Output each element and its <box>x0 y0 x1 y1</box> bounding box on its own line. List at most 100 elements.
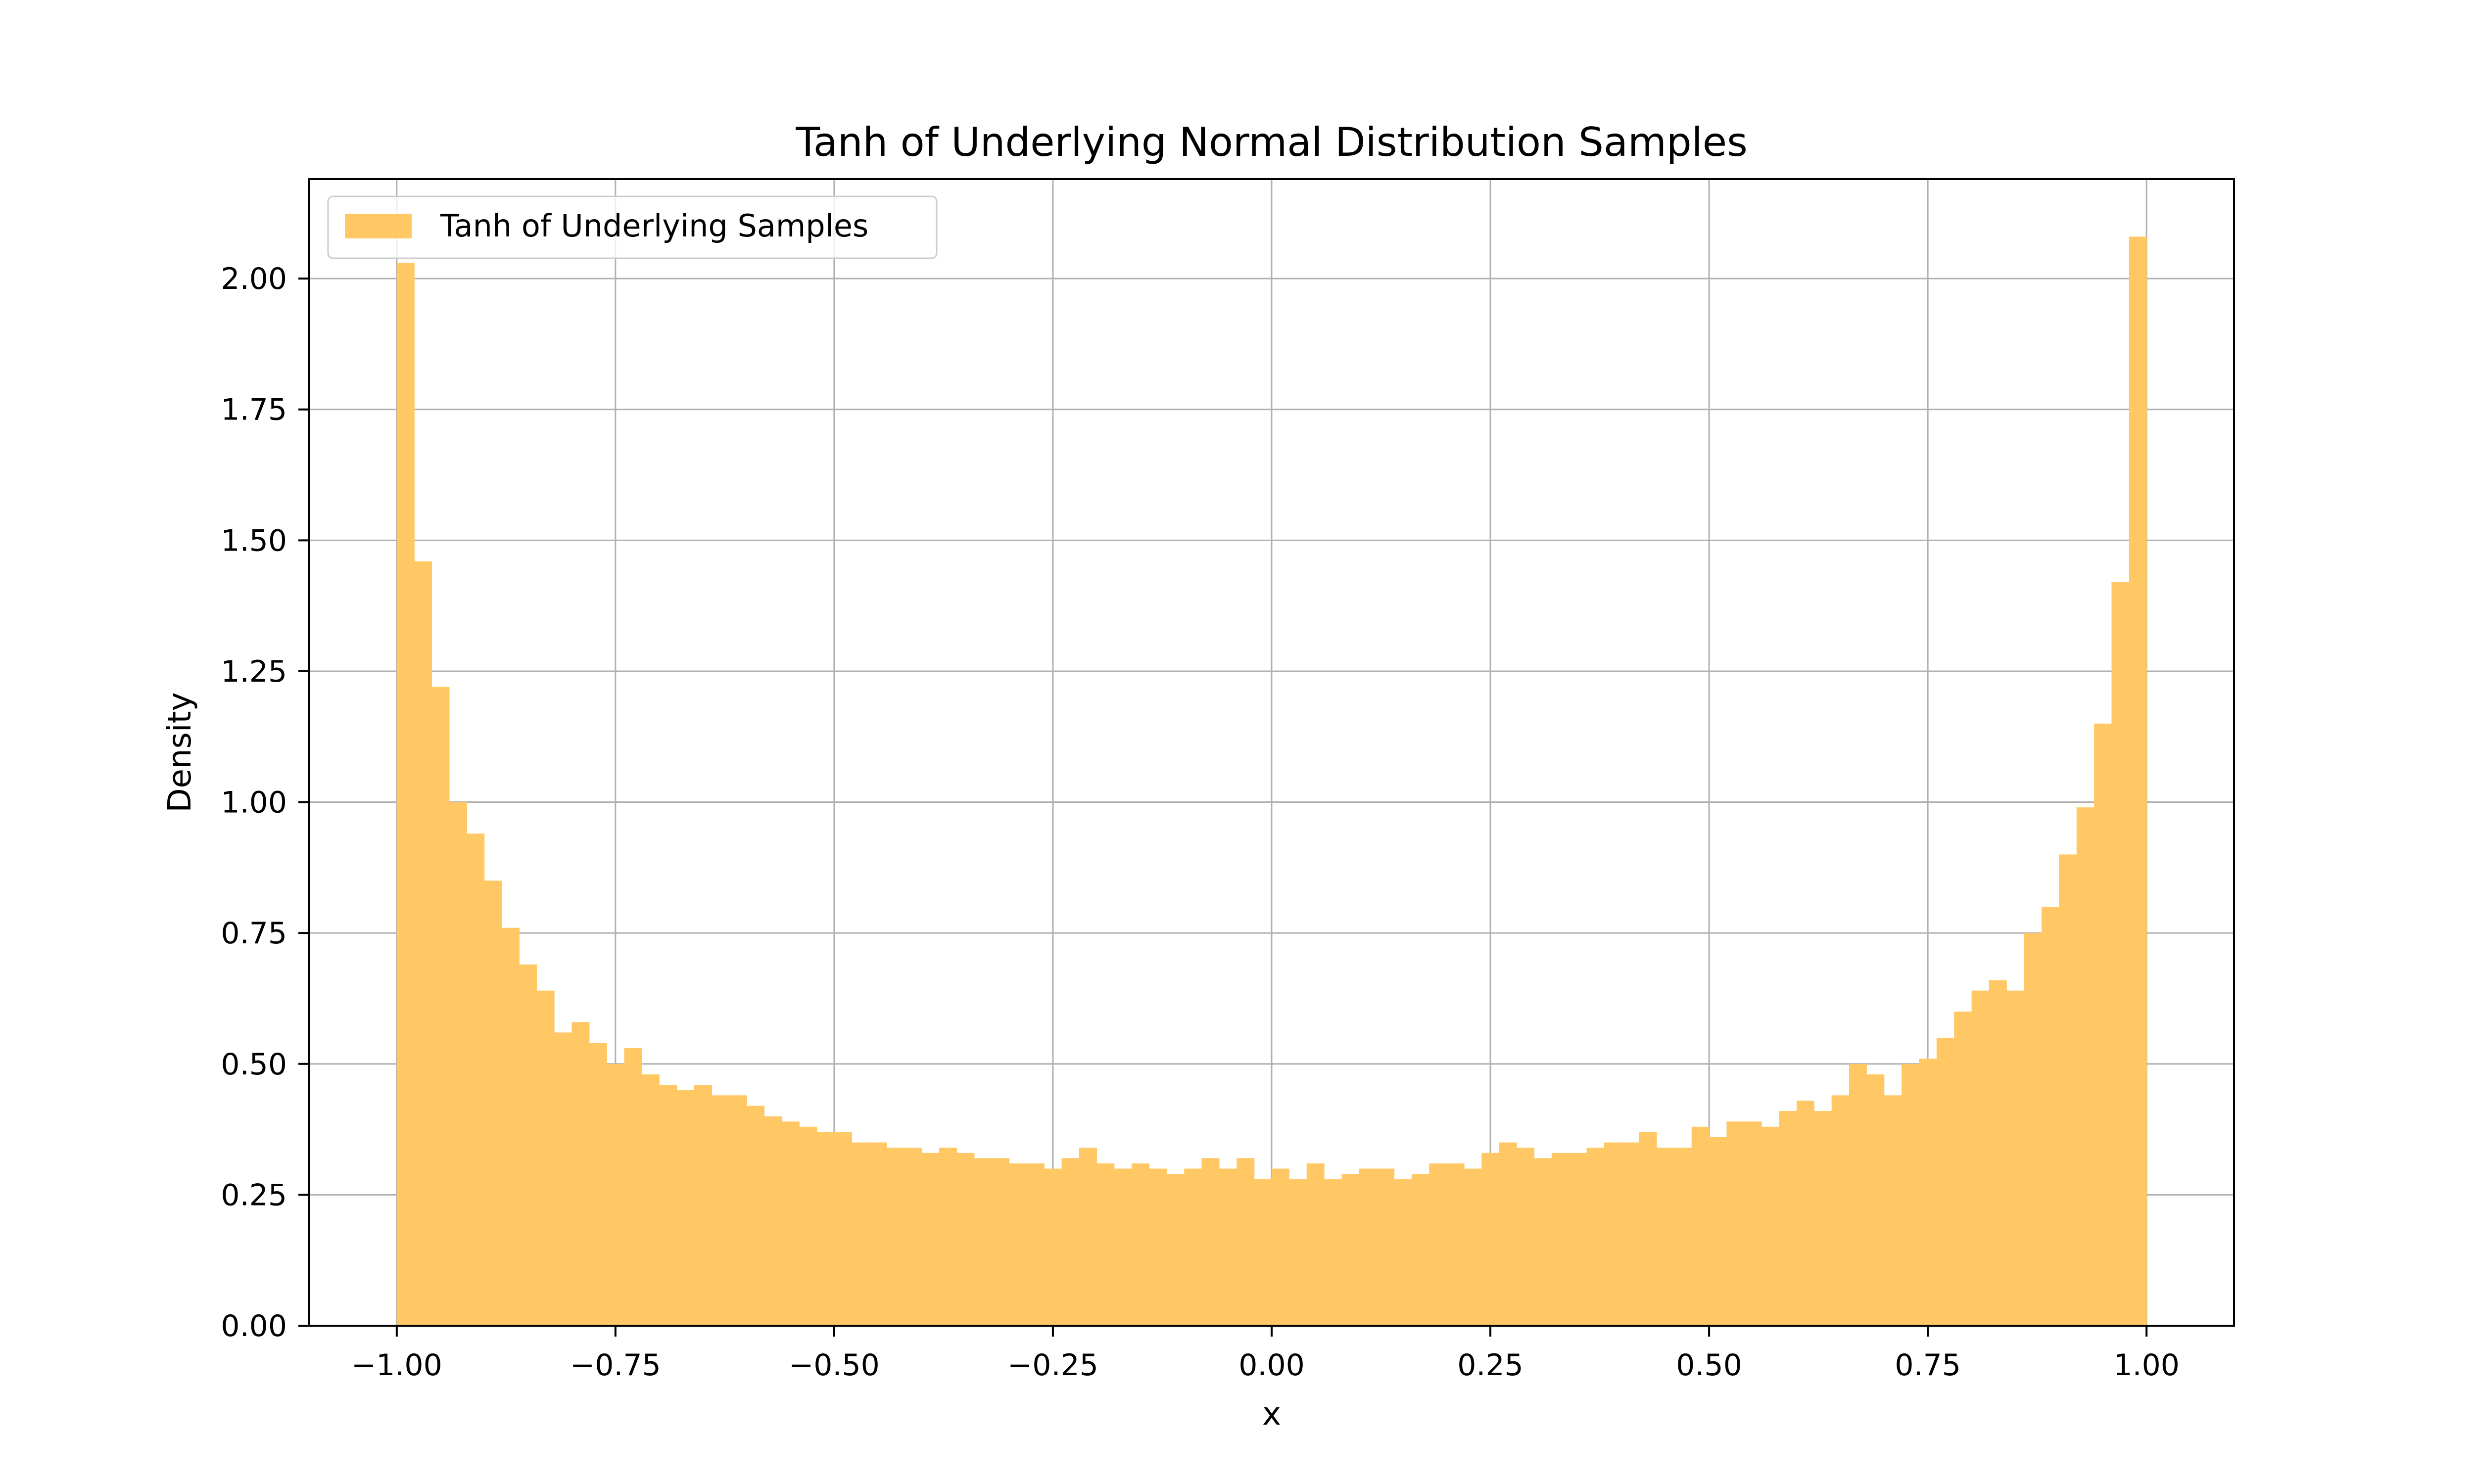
y-tick-label: 1.50 <box>221 523 287 558</box>
y-tick-label: 1.75 <box>221 393 287 427</box>
histogram-bar <box>1464 1168 1482 1326</box>
histogram-bar <box>502 928 520 1326</box>
histogram-bar <box>1166 1174 1185 1326</box>
x-axis-label: x <box>1262 1396 1281 1433</box>
legend-box <box>327 195 938 259</box>
histogram-bar <box>869 1142 887 1326</box>
histogram-bar <box>659 1085 677 1326</box>
histogram-bar <box>1237 1158 1255 1326</box>
histogram-bar <box>1639 1132 1657 1326</box>
histogram-bar <box>2059 854 2077 1326</box>
legend-swatch <box>345 214 412 238</box>
histogram-bar <box>1569 1153 1587 1326</box>
histogram-bar <box>1814 1111 1832 1326</box>
histogram-bar <box>1079 1148 1097 1326</box>
histogram-bar <box>554 1032 572 1326</box>
histogram-bar <box>1359 1168 1377 1326</box>
histogram-bar <box>2094 723 2112 1326</box>
histogram-bar <box>1902 1064 1920 1326</box>
histogram-bar <box>2076 807 2094 1326</box>
x-tick-label: 0.75 <box>1895 1348 1961 1383</box>
x-tick-label: 1.00 <box>2113 1348 2180 1383</box>
histogram-bar <box>1761 1126 1780 1326</box>
histogram-bar <box>431 687 450 1326</box>
histogram-bar <box>484 881 502 1326</box>
histogram-bar <box>1341 1174 1360 1326</box>
histogram-bar <box>1517 1148 1535 1326</box>
histogram-bar <box>571 1022 590 1326</box>
histogram-bar <box>1971 990 1990 1326</box>
histogram-bar <box>641 1074 660 1326</box>
histogram-bar <box>1709 1137 1727 1326</box>
histogram-bar <box>1726 1121 1745 1326</box>
histogram-bar <box>1849 1064 1867 1326</box>
histogram-bar <box>1132 1163 1150 1326</box>
y-tick-label: 0.25 <box>221 1178 287 1212</box>
y-tick-label: 1.25 <box>221 654 287 689</box>
y-tick-label: 1.00 <box>221 786 287 820</box>
chart-title: Tanh of Underlying Normal Distribution S… <box>795 119 1748 165</box>
histogram-bar <box>396 263 415 1326</box>
x-tick-label: 0.25 <box>1457 1348 1523 1383</box>
histogram-bar <box>449 802 467 1326</box>
histogram-bar <box>1919 1059 1937 1326</box>
x-tick-label: 0.50 <box>1676 1348 1742 1383</box>
histogram-bar <box>1254 1179 1272 1326</box>
histogram-bar <box>1534 1158 1552 1326</box>
histogram-bar <box>887 1148 904 1326</box>
histogram-bar <box>1551 1153 1570 1326</box>
histogram-bar <box>1306 1163 1325 1326</box>
histogram-bar <box>1377 1168 1395 1326</box>
histogram-bar <box>1499 1142 1517 1326</box>
histogram-bar <box>414 561 432 1326</box>
histogram-bar <box>1954 1011 1972 1326</box>
histogram-bar <box>1114 1168 1132 1326</box>
histogram-bar <box>1831 1095 1850 1326</box>
histogram-bar <box>1621 1142 1640 1326</box>
x-tick-label: −0.25 <box>1007 1348 1098 1383</box>
histogram-bar <box>1989 980 2007 1326</box>
legend-label: Tanh of Underlying Samples <box>440 208 868 244</box>
histogram-bar <box>1061 1158 1080 1326</box>
histogram-bar <box>992 1158 1010 1326</box>
histogram-bar <box>834 1132 852 1326</box>
histogram-bar <box>1691 1126 1710 1326</box>
histogram-bar <box>1201 1158 1220 1326</box>
histogram-bars <box>396 236 2147 1326</box>
histogram-bar <box>1429 1163 1447 1326</box>
histogram-bar <box>1866 1074 1885 1326</box>
histogram-bar <box>1586 1148 1605 1326</box>
histogram-bar <box>1289 1179 1307 1326</box>
histogram-bar <box>974 1158 992 1326</box>
histogram-bar <box>694 1085 712 1326</box>
histogram-bar <box>1779 1111 1797 1326</box>
axis-ticks: −1.00 −0.75 −0.50 −0.25 0.00 0.25 0.50 0.75 1.00… <box>221 262 2180 1383</box>
histogram-bar <box>1411 1174 1429 1326</box>
histogram-bar <box>1184 1168 1202 1326</box>
histogram-bar <box>1481 1153 1500 1326</box>
y-tick-label: 0.00 <box>221 1309 287 1344</box>
histogram-bar <box>1219 1168 1237 1326</box>
histogram-bar <box>2006 990 2025 1326</box>
histogram-bar <box>1394 1179 1412 1326</box>
histogram-bar <box>536 990 555 1326</box>
histogram-bar <box>2111 582 2130 1326</box>
histogram-bar <box>2024 933 2042 1326</box>
histogram-bar <box>1744 1121 1762 1326</box>
histogram-bar <box>799 1126 817 1326</box>
histogram-bar <box>607 1064 625 1326</box>
x-tick-label: 0.00 <box>1238 1348 1305 1383</box>
histogram-bar <box>2042 907 2059 1326</box>
histogram-bar <box>816 1132 835 1326</box>
histogram-bar <box>904 1148 922 1326</box>
histogram-bar <box>729 1095 747 1326</box>
histogram-bar <box>1149 1168 1167 1326</box>
histogram-bar <box>1674 1148 1692 1326</box>
y-axis-label: Density <box>162 692 198 812</box>
histogram-bar <box>712 1095 730 1326</box>
histogram-bar <box>467 834 485 1326</box>
histogram-bar <box>1884 1095 1902 1326</box>
x-tick-label: −0.75 <box>570 1348 661 1383</box>
